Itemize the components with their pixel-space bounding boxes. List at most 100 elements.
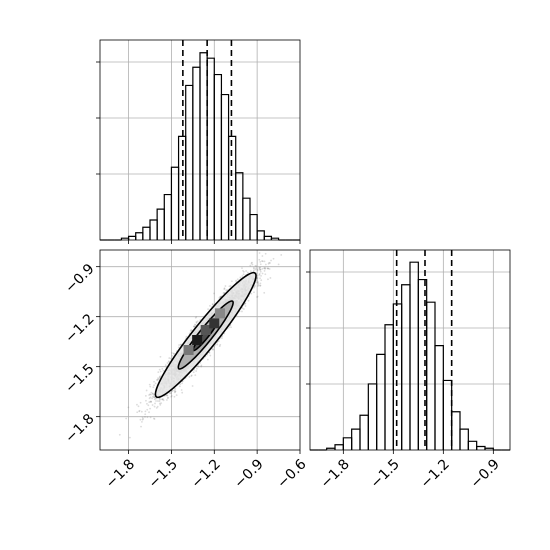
sample-point: [150, 393, 152, 396]
sample-point: [251, 261, 253, 264]
sample-point: [149, 407, 152, 410]
sample-point: [137, 405, 140, 408]
sample-point: [239, 276, 242, 279]
sample-point: [157, 378, 160, 381]
sample-point: [195, 321, 198, 323]
sample-point: [150, 400, 152, 403]
sample-point: [160, 402, 163, 405]
sample-point: [158, 368, 161, 371]
sample-point: [192, 371, 195, 374]
sample-point: [171, 389, 174, 392]
sample-point: [156, 405, 159, 408]
sample-point: [194, 323, 196, 326]
sample-point: [136, 411, 139, 414]
sample-point: [250, 292, 253, 295]
sample-point: [256, 279, 258, 282]
sample-point: [158, 400, 161, 403]
panel-x-histogram: [96, 39, 301, 244]
sample-point: [127, 406, 130, 409]
sample-point: [172, 352, 175, 355]
sample-point: [263, 260, 266, 263]
sample-point: [254, 264, 257, 267]
sample-point: [146, 408, 149, 411]
sample-point: [254, 268, 257, 271]
sample-point: [144, 410, 147, 413]
sample-point: [181, 382, 183, 385]
sample-point: [190, 328, 193, 331]
sample-point: [157, 377, 159, 380]
sample-point: [179, 385, 181, 388]
sample-point: [151, 393, 154, 395]
sample-point: [195, 367, 198, 370]
sample-point: [263, 291, 266, 294]
histogram-bin-21: [484, 447, 494, 450]
sample-point: [242, 269, 244, 272]
sample-point: [148, 397, 151, 400]
density-cell-0: [192, 335, 203, 345]
sample-point: [157, 371, 160, 374]
sample-point: [125, 417, 128, 420]
sample-point: [253, 286, 255, 289]
histogram-bin-22: [256, 230, 265, 240]
sample-point: [141, 416, 144, 419]
sample-point: [258, 268, 261, 271]
sample-point: [153, 380, 155, 383]
sample-point: [223, 291, 226, 294]
sample-point: [266, 267, 269, 270]
sample-point: [228, 285, 231, 288]
sample-point: [258, 267, 261, 269]
sample-point: [213, 345, 216, 348]
sample-point: [256, 281, 259, 284]
histogram-bin-18: [459, 428, 469, 450]
sample-point: [159, 398, 161, 401]
sample-point: [259, 268, 262, 271]
histogram-x-frame: [99, 39, 301, 241]
sample-point: [251, 263, 254, 266]
sample-point: [140, 410, 143, 413]
sample-point: [241, 310, 243, 313]
sample-point: [144, 416, 146, 418]
sample-point: [197, 365, 200, 368]
sample-point: [247, 299, 250, 302]
sample-point: [253, 284, 256, 287]
sample-point: [171, 355, 174, 357]
sample-point: [264, 273, 267, 276]
sample-point: [256, 269, 259, 272]
sample-point: [242, 273, 245, 276]
sample-point: [169, 357, 172, 360]
sample-point: [156, 378, 159, 381]
sample-point: [141, 421, 143, 423]
sample-point: [194, 374, 197, 376]
sample-point: [136, 403, 138, 406]
sample-point: [149, 400, 152, 403]
scatter-frame: [99, 249, 301, 451]
sample-point: [190, 374, 193, 377]
sample-point: [261, 255, 264, 257]
sample-point: [153, 396, 156, 399]
sample-point: [218, 297, 221, 299]
sample-point: [264, 267, 267, 270]
sample-point: [222, 292, 225, 295]
sample-point: [253, 269, 255, 272]
sample-point: [153, 417, 155, 420]
sample-point: [148, 411, 150, 414]
sample-point: [173, 391, 176, 394]
sample-point: [153, 398, 156, 401]
sample-point: [159, 375, 162, 378]
sample-point: [193, 325, 195, 328]
sample-point: [149, 396, 152, 399]
sample-point: [267, 267, 270, 270]
sample-point: [154, 397, 157, 400]
sample-point: [219, 295, 222, 298]
sample-point: [209, 354, 212, 357]
sample-point: [263, 267, 266, 270]
sample-point: [152, 394, 155, 396]
sample-point: [128, 436, 131, 439]
sample-point: [211, 347, 214, 350]
sample-point: [259, 266, 262, 269]
sample-point: [259, 284, 262, 287]
sample-point: [142, 417, 145, 420]
sample-point: [167, 360, 170, 363]
sample-point: [161, 398, 164, 401]
sample-point: [193, 325, 196, 328]
